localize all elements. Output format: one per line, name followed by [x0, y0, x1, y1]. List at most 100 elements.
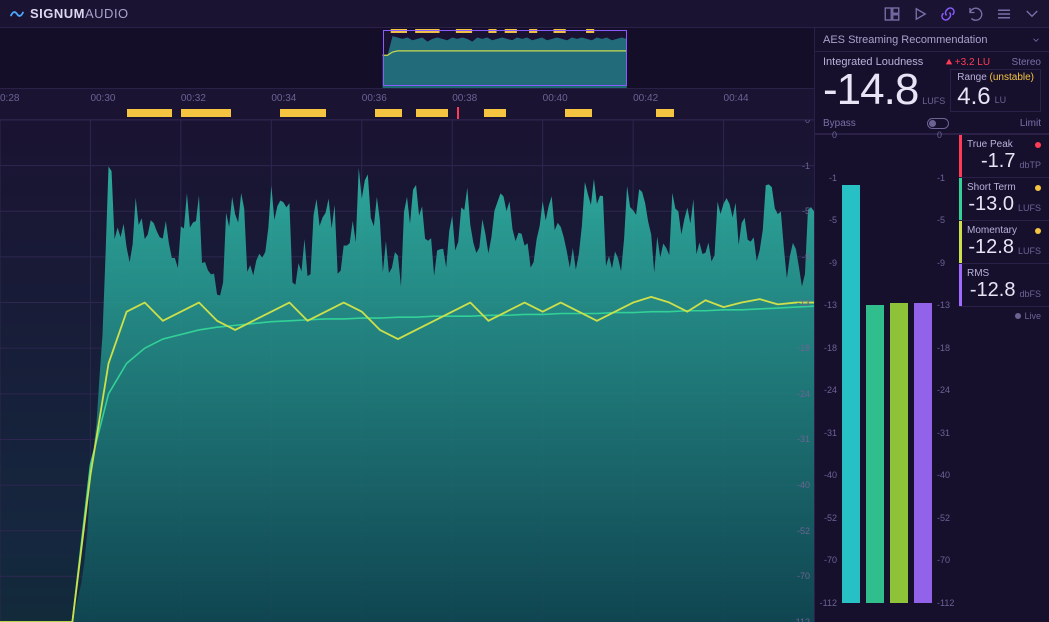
- header-toolbar: [883, 5, 1041, 23]
- timeline-marker[interactable]: [656, 109, 674, 117]
- play-icon[interactable]: [911, 5, 929, 23]
- meter-axis-left: 0-1-5-9-13-18-24-31-40-52-70-112: [817, 135, 839, 603]
- y-tick-label: -112: [793, 617, 810, 622]
- readout-column: AES Streaming Recommendation Integrated …: [814, 28, 1049, 622]
- y-tick-label: -1: [802, 161, 810, 171]
- ruler-tick: 00:38: [452, 93, 477, 104]
- bypass-label: Bypass: [823, 118, 856, 129]
- readout-title: Momentary: [967, 225, 1017, 236]
- integrated-loudness-panel: Integrated Loudness +3.2 LU Stereo -14.8…: [815, 52, 1049, 135]
- meter-axis-tick: -9: [829, 258, 837, 268]
- meter-bars: 0-1-5-9-13-18-24-31-40-52-70-112 0-1-5-9…: [815, 135, 959, 622]
- timeline-marker[interactable]: [181, 109, 231, 117]
- range-unit: LU: [995, 95, 1007, 111]
- timeline-marker[interactable]: [484, 109, 507, 117]
- ruler-tick: 0:28: [0, 93, 19, 104]
- y-tick-label: -18: [797, 343, 810, 353]
- time-ruler[interactable]: 0:2800:3000:3200:3400:3600:3800:4000:420…: [0, 88, 814, 120]
- timeline-marker[interactable]: [127, 109, 172, 117]
- ruler-tick: 00:32: [181, 93, 206, 104]
- graph-column: 0:2800:3000:3200:3400:3600:3800:4000:420…: [0, 28, 814, 622]
- ruler-tick: 00:42: [633, 93, 658, 104]
- y-tick-label: 0: [805, 120, 810, 125]
- timeline-marker-red[interactable]: [457, 107, 459, 119]
- meter-axis-tick: -24: [824, 385, 837, 395]
- meter-axis-tick: -13: [824, 300, 837, 310]
- readout-unit: LUFS: [1018, 203, 1041, 216]
- readout-unit: LUFS: [1018, 246, 1041, 259]
- loudness-history-graph[interactable]: 0-1-5-9-13-18-24-31-40-52-70-112: [0, 120, 814, 622]
- meter-axis-right: 0-1-5-9-13-18-24-31-40-52-70-112: [935, 135, 957, 603]
- meter-bar-tp: [840, 135, 862, 603]
- undo-icon[interactable]: [967, 5, 985, 23]
- y-tick-label: -70: [797, 571, 810, 581]
- menu-icon[interactable]: [995, 5, 1013, 23]
- timeline-marker[interactable]: [416, 109, 448, 117]
- readout-unit: dbTP: [1019, 160, 1041, 173]
- brand-name-a: SIGNUM: [30, 6, 85, 21]
- readout-tp[interactable]: True Peak -1.7 dbTP: [959, 135, 1049, 178]
- readout-accent: [959, 221, 962, 263]
- meter-bar-st: [864, 135, 886, 603]
- readout-mom[interactable]: Momentary -12.8 LUFS: [959, 221, 1049, 264]
- readout-accent: [959, 178, 962, 220]
- chevron-down-icon: [1031, 35, 1041, 45]
- range-value: 4.6: [957, 83, 990, 111]
- ruler-tick: 00:44: [724, 93, 749, 104]
- meter-axis-tick: -5: [829, 215, 837, 225]
- y-tick-label: -5: [802, 206, 810, 216]
- meter-axis-tick: -18: [824, 343, 837, 353]
- ruler-tick: 00:36: [362, 93, 387, 104]
- readout-value: -13.0: [968, 193, 1014, 216]
- meter-axis-tick: -52: [824, 513, 837, 523]
- brand-name: SIGNUMAUDIO: [30, 6, 129, 21]
- readout-rms[interactable]: RMS -12.8 dbFS: [959, 264, 1049, 307]
- brand-name-b: AUDIO: [85, 6, 129, 21]
- limit-label: Limit: [1020, 118, 1041, 129]
- meter-axis-tick: -70: [824, 555, 837, 565]
- main-area: 0:2800:3000:3200:3400:3600:3800:4000:420…: [0, 28, 1049, 622]
- clip-indicator-icon: [1035, 185, 1041, 191]
- overview-strip[interactable]: [0, 28, 814, 88]
- link-icon[interactable]: [939, 5, 957, 23]
- integrated-delta: +3.2 LU: [945, 57, 990, 68]
- readout-title: RMS: [967, 268, 989, 279]
- meter-zone: 0-1-5-9-13-18-24-31-40-52-70-112 0-1-5-9…: [815, 135, 1049, 622]
- layout-icon[interactable]: [883, 5, 901, 23]
- preset-name: AES Streaming Recommendation: [823, 34, 987, 46]
- clip-indicator-icon: [1035, 228, 1041, 234]
- brand-logo: SIGNUMAUDIO: [8, 5, 129, 23]
- meter-axis-tick: -112: [820, 598, 837, 608]
- overview-viewport-box[interactable]: [383, 30, 627, 86]
- graph-plot: [0, 120, 814, 622]
- readout-value: -12.8: [970, 279, 1016, 302]
- y-tick-label: -13: [797, 298, 810, 308]
- loudness-range-box: Range (unstable) 4.6 LU: [950, 69, 1041, 112]
- delta-up-icon: [945, 58, 953, 66]
- ruler-tick: 00:30: [90, 93, 115, 104]
- preset-selector[interactable]: AES Streaming Recommendation: [815, 28, 1049, 52]
- brand-mark-icon: [8, 5, 26, 23]
- clip-indicator-icon: [1035, 142, 1041, 148]
- integrated-value: -14.8: [823, 68, 918, 112]
- range-label: Range: [957, 72, 986, 83]
- readout-value: -1.7: [981, 150, 1015, 173]
- meter-bar-rms: [912, 135, 934, 603]
- readout-unit: dbFS: [1019, 289, 1041, 302]
- timeline-marker[interactable]: [375, 109, 402, 117]
- readout-title: Short Term: [967, 182, 1016, 193]
- meter-readouts: True Peak -1.7 dbTP Short Term -13.0 LUF…: [959, 135, 1049, 622]
- timeline-marker[interactable]: [565, 109, 592, 117]
- app-header: SIGNUMAUDIO: [0, 0, 1049, 28]
- readout-accent: [959, 264, 962, 306]
- readout-st[interactable]: Short Term -13.0 LUFS: [959, 178, 1049, 221]
- channel-mode[interactable]: Stereo: [1012, 57, 1041, 68]
- bypass-toggle[interactable]: [927, 118, 949, 129]
- collapse-icon[interactable]: [1023, 5, 1041, 23]
- meter-bar-mom: [888, 135, 910, 603]
- meter-axis-tick: -1: [829, 173, 837, 183]
- timeline-marker[interactable]: [280, 109, 325, 117]
- meter-axis-tick: -40: [824, 470, 837, 480]
- y-tick-label: -31: [797, 434, 810, 444]
- live-indicator[interactable]: Live: [959, 307, 1049, 325]
